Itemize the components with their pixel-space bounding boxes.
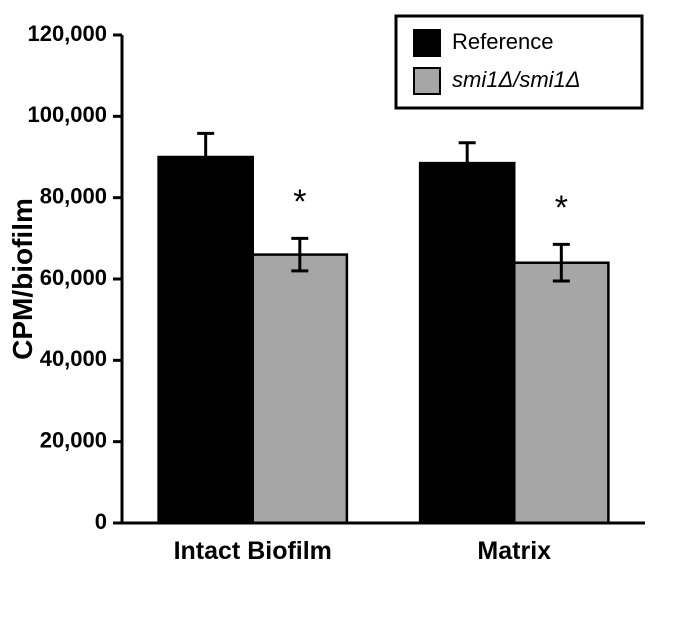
bar-chart-container: 0 20,000 40,000 60,000 80,000 100,000 120,000 I… <box>0 0 700 629</box>
y-tick-label: 80,000 <box>40 183 107 208</box>
significance-marker: * <box>293 183 306 221</box>
y-axis-label: CPM/biofilm <box>7 198 38 360</box>
y-tick-label: 60,000 <box>40 265 107 290</box>
legend-label: Reference <box>452 29 554 54</box>
y-tick-label: 20,000 <box>40 427 107 452</box>
legend-swatch <box>414 68 440 94</box>
y-tick-label: 40,000 <box>40 346 107 371</box>
y-tick-label: 100,000 <box>27 102 107 127</box>
legend-label: smi1Δ/smi1Δ <box>452 67 581 92</box>
bar <box>159 157 253 523</box>
bar-chart-svg: 0 20,000 40,000 60,000 80,000 100,000 120,000 I… <box>0 0 700 629</box>
significance-marker: * <box>555 189 568 227</box>
y-tick-label: 0 <box>95 509 107 534</box>
x-tick-label: Intact Biofilm <box>174 537 332 565</box>
bar <box>420 163 514 523</box>
bar <box>253 255 347 523</box>
legend-swatch <box>414 30 440 56</box>
bar <box>514 263 608 523</box>
y-tick-label: 120,000 <box>27 21 107 46</box>
legend: Reference smi1Δ/smi1Δ <box>396 16 642 108</box>
x-tick-label: Matrix <box>477 537 551 565</box>
